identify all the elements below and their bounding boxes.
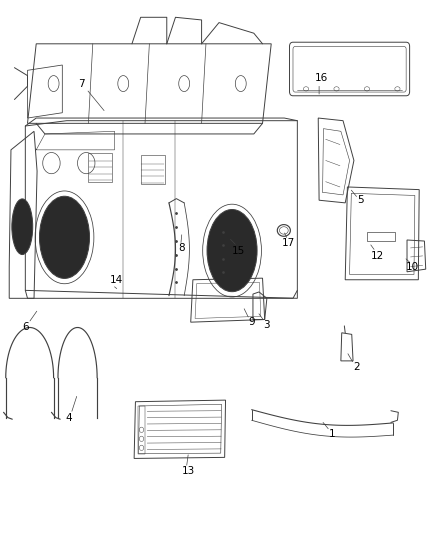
- Bar: [367, 231, 395, 241]
- Text: 4: 4: [66, 413, 72, 423]
- Text: 12: 12: [371, 251, 385, 261]
- Bar: [138, 406, 145, 454]
- Text: 17: 17: [282, 238, 295, 248]
- Text: 2: 2: [353, 362, 360, 372]
- Text: 9: 9: [248, 317, 255, 327]
- Ellipse shape: [39, 196, 89, 278]
- Bar: [141, 155, 165, 184]
- Ellipse shape: [207, 209, 257, 292]
- Text: 15: 15: [232, 246, 245, 256]
- Text: 6: 6: [22, 322, 28, 333]
- Text: 3: 3: [264, 320, 270, 330]
- Text: 5: 5: [357, 195, 364, 205]
- Text: 10: 10: [406, 262, 419, 271]
- Text: 13: 13: [182, 466, 195, 475]
- Text: 7: 7: [78, 78, 85, 88]
- Bar: [88, 152, 113, 182]
- Text: 1: 1: [329, 429, 336, 439]
- Ellipse shape: [12, 199, 33, 255]
- Text: 16: 16: [314, 73, 328, 83]
- Text: 14: 14: [110, 274, 124, 285]
- Text: 8: 8: [179, 243, 185, 253]
